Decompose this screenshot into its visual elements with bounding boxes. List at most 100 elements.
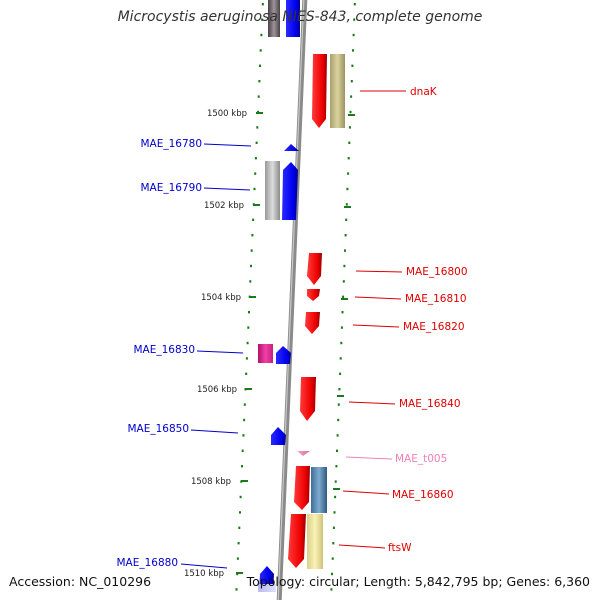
inner-track-dot (332, 542, 335, 545)
outer-track-dot (246, 341, 249, 345)
accession-text: Accession: NC_010296 (9, 574, 152, 589)
feature-dnak[interactable] (312, 54, 327, 128)
inner-track-dot (337, 403, 340, 406)
feature-mae-16860[interactable] (294, 466, 310, 510)
inner-track-dot (344, 234, 347, 237)
feature-mae-16800[interactable] (307, 253, 322, 285)
feature-top-blue[interactable] (286, 0, 300, 37)
outer-track-dot (254, 157, 257, 160)
genome-backbone (276, 0, 308, 600)
feature-mae-16860-cog[interactable] (311, 467, 327, 513)
inner-track-dot (348, 126, 351, 129)
feature-ftsw[interactable] (288, 514, 306, 568)
outer-track-dot (239, 511, 241, 514)
outer-track-dot (248, 311, 250, 314)
label-mae-16790[interactable]: MAE_16790 (140, 182, 202, 194)
inner-track-dot (337, 418, 340, 422)
leader-mae-16780 (203, 143, 252, 147)
scale-label-1506: 1506 kbp (197, 385, 237, 395)
label-leaders (180, 90, 406, 569)
inner-track-dot (340, 326, 343, 329)
leader-mae-16840 (348, 401, 396, 405)
feature-dnak-cog[interactable] (330, 54, 345, 128)
label-mae-16850[interactable]: MAE_16850 (127, 423, 189, 435)
outer-track-dot (237, 542, 240, 545)
label-mae-16880[interactable]: MAE_16880 (116, 557, 178, 569)
inner-track-dot (330, 588, 333, 591)
genome-summary: Topology: circular; Length: 5,842,795 bp… (246, 574, 590, 589)
outer-track-dot (250, 264, 252, 268)
feature-mae-16810[interactable] (307, 289, 320, 301)
outer-track-dot (261, 3, 264, 6)
outer-track-dot (243, 403, 246, 406)
leader-ftsw (338, 544, 386, 549)
inner-track-dot (352, 49, 354, 52)
feature-mae-16790[interactable] (282, 162, 298, 220)
inner-track-dot (339, 357, 342, 360)
outer-track-dot (238, 526, 241, 529)
inner-track-dot (353, 18, 356, 21)
feature-top-darkgray[interactable] (268, 0, 280, 37)
scale-label-1510: 1510 kbp (184, 569, 224, 579)
inner-track-dot (333, 511, 336, 514)
inner-track-dot (353, 3, 356, 6)
leader-mae-t005 (345, 456, 393, 460)
outer-track-dot (256, 126, 259, 129)
scale-label-1508: 1508 kbp (191, 477, 231, 487)
outer-track-dot (239, 495, 242, 499)
feature-mae-16820[interactable] (305, 312, 320, 334)
label-mae-t005[interactable]: MAE_t005 (395, 453, 447, 465)
feature-mae-16830[interactable] (276, 346, 291, 364)
inner-track-dot (349, 110, 352, 114)
feature-mae-16790-cog[interactable] (265, 161, 280, 220)
outer-track-dot (245, 357, 248, 360)
leader-mae-16820 (352, 324, 400, 328)
label-mae-16800[interactable]: MAE_16800 (406, 266, 468, 278)
leader-mae-16810 (354, 296, 402, 300)
inner-track-dot (340, 341, 343, 345)
inner-track-dot (348, 141, 351, 144)
inner-track-dot (336, 449, 338, 452)
inner-track-dot (347, 172, 350, 175)
label-ftsw[interactable]: ftsW (388, 542, 412, 554)
leader-mae-16830 (196, 350, 244, 354)
feature-mae-t005[interactable] (297, 451, 310, 456)
leader-mae-16850 (190, 429, 239, 434)
outer-track-dot (257, 95, 260, 98)
label-mae-16810[interactable]: MAE_16810 (405, 293, 467, 305)
outer-track-dot (241, 449, 244, 452)
leader-mae-16860 (342, 490, 390, 495)
feature-ftsw-cog[interactable] (307, 514, 323, 569)
inner-track-dot (345, 203, 348, 206)
label-mae-16860[interactable]: MAE_16860 (392, 489, 454, 501)
label-mae-16840[interactable]: MAE_16840 (399, 398, 461, 410)
feature-mae-16830-cog[interactable] (258, 344, 273, 363)
label-mae-16780[interactable]: MAE_16780 (140, 138, 202, 150)
inner-track-dot (345, 218, 348, 221)
feature-mae-16840[interactable] (300, 377, 316, 421)
inner-track-dots (330, 3, 356, 591)
map-title: Microcystis aeruginosa NIES-843, complet… (117, 9, 483, 25)
outer-track-dot (260, 33, 263, 37)
inner-track-dot (350, 80, 353, 83)
inner-track-dot (344, 249, 346, 252)
feature-labels: dnaK MAE_16780 MAE_16790 MAE_16800 MAE_1… (116, 86, 467, 569)
inner-track-dot (334, 495, 337, 499)
label-mae-16820[interactable]: MAE_16820 (403, 321, 465, 333)
outer-track-dot (251, 234, 254, 237)
inner-track-dot (342, 295, 345, 298)
label-dnak[interactable]: dnaK (410, 86, 438, 98)
inner-track-dot (336, 434, 339, 437)
leader-mae-16880 (180, 563, 228, 569)
outer-track-dot (253, 187, 256, 191)
label-mae-16830[interactable]: MAE_16830 (133, 344, 195, 356)
leader-mae-16790 (203, 187, 251, 191)
feature-mae-16850[interactable] (271, 427, 286, 445)
feature-mae-16780[interactable] (284, 144, 299, 151)
outer-track-dot (259, 49, 262, 52)
scale-tick-labels: 1500 kbp 1502 kbp 1504 kbp 1506 kbp 1508… (184, 109, 247, 579)
inner-track-dot (334, 480, 337, 483)
outer-track-dot (252, 218, 255, 221)
feature-bottom-lavender[interactable] (258, 584, 276, 592)
